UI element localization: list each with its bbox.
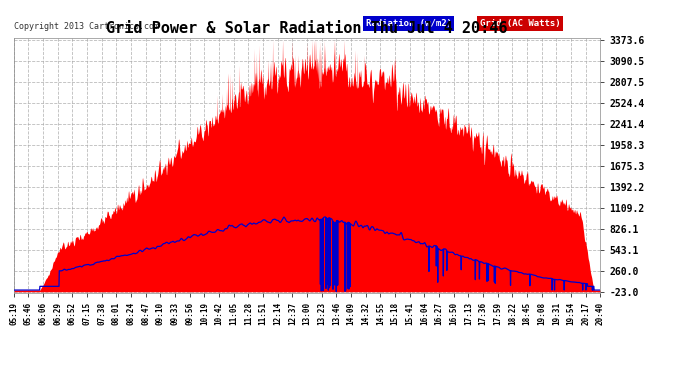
Text: Grid (AC Watts): Grid (AC Watts) <box>480 19 561 28</box>
Title: Grid Power & Solar Radiation Thu Jul 4 20:46: Grid Power & Solar Radiation Thu Jul 4 2… <box>106 21 508 36</box>
Text: Radiation (w/m2): Radiation (w/m2) <box>366 19 452 28</box>
Text: Copyright 2013 Cartronics.com: Copyright 2013 Cartronics.com <box>14 22 159 31</box>
